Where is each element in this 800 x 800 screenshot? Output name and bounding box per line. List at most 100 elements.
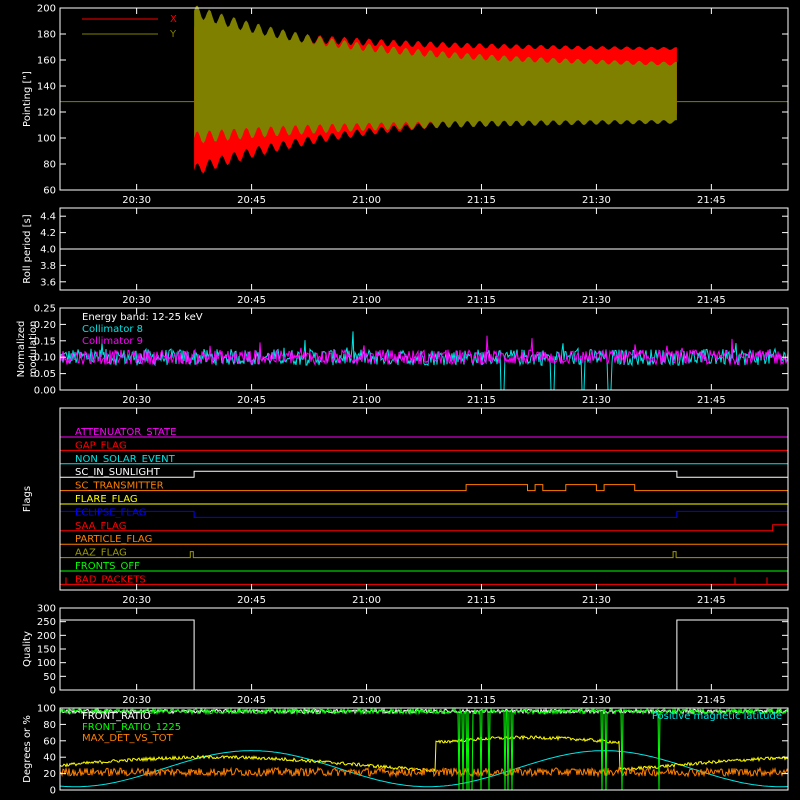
- degrees-panel: 0 20 40 60 80 100 Degrees or % FRONT_RATIOFRONT…: [22, 704, 789, 797]
- pointing-ytick-label: 100: [37, 134, 56, 145]
- flag-label-aaz-flag: AAZ_FLAG: [75, 548, 127, 559]
- modulation-xtick-label: 20:30: [122, 395, 151, 406]
- quality-xtick-label: 21:15: [467, 695, 496, 706]
- rate-curve: [59, 734, 789, 773]
- flag-label-particle-flag: PARTICLE_FLAG: [75, 534, 152, 545]
- pointing-xtick-label: 20:45: [237, 195, 266, 206]
- latitude-curve: [59, 750, 788, 788]
- pointing-xtick-label: 21:45: [697, 195, 726, 206]
- quality-xtick-label: 21:00: [352, 695, 381, 706]
- modulation-ytick-label: 0.15: [34, 336, 56, 347]
- flags-xtick-label: 20:30: [122, 595, 151, 606]
- modulation-ytick-label: 0.05: [34, 369, 56, 380]
- quality-ytick-label: 100: [37, 658, 56, 669]
- flag-label-eclipse-flag: ECLIPSE_FLAG: [75, 507, 146, 518]
- degrees-ytick-label: 0: [50, 786, 56, 797]
- modulation-ytick-label: 0.25: [34, 304, 56, 315]
- legend-magnetic-latitude: Positive magnetic latitude: [652, 711, 782, 722]
- flag-label-attenuator-state: ATTENUATOR_STATE: [75, 427, 176, 438]
- roll-ylabel: Roll period [s]: [22, 214, 33, 283]
- flag-label-gap-flag: GAP_FLAG: [75, 440, 127, 451]
- flag-line-aaz-flag: [60, 551, 788, 559]
- collimator-8-line: [59, 331, 789, 391]
- flag-label-flare-flag: FLARE_FLAG: [75, 494, 138, 505]
- roll-ytick-label: 3.8: [40, 261, 56, 272]
- flag-label-bad-packets: BAD_PACKETS: [75, 574, 146, 585]
- degrees-ytick-label: 20: [43, 769, 56, 780]
- quality-ytick-label: 250: [37, 617, 56, 628]
- pointing-ylabel: Pointing ["]: [22, 71, 33, 127]
- quality-ytick-label: 200: [37, 631, 56, 642]
- pointing-xtick-label: 21:30: [582, 195, 611, 206]
- modulation-frame: [59, 307, 789, 391]
- pointing-xtick-label: 21:15: [467, 195, 496, 206]
- modulation-ytick-label: 0.10: [34, 353, 56, 364]
- legend-max-det-vs-tot: MAX_DET_VS_TOT: [82, 733, 174, 744]
- modulation-xtick-label: 20:45: [237, 395, 266, 406]
- degrees-ytick-label: 80: [43, 720, 56, 731]
- collimator-9-line: [59, 335, 789, 367]
- max-det-vs-tot-line: [59, 766, 789, 778]
- pointing-ytick-label: 60: [43, 186, 56, 197]
- pointing-ytick-label: 140: [37, 82, 56, 93]
- pointing-xtick-label: 20:30: [122, 195, 151, 206]
- modulation-xtick-label: 21:30: [582, 395, 611, 406]
- flag-line-sc-in-sunlight: [60, 470, 788, 478]
- pointing-ytick-label: 80: [43, 160, 56, 171]
- quality-ylabel: Quality: [22, 631, 33, 667]
- legend-y-label: Y: [169, 29, 177, 40]
- pointing-y-band: [194, 5, 677, 144]
- flag-line-saa-flag: [60, 524, 788, 532]
- legend-front-ratio: FRONT_RATIO: [82, 711, 151, 722]
- flag-label-fronts-off: FRONTS_OFF: [75, 561, 140, 572]
- degrees-ytick-label: 60: [43, 736, 56, 747]
- quality-xtick-label: 20:30: [122, 695, 151, 706]
- quality-panel: 0 50 100 150 200 250 300 20:30 20:45 21:00 21:15 21…: [22, 604, 789, 706]
- modulation-panel: 0.00 0.05 0.10 0.15 0.20 0.25 20:30 20:45 21:00 2…: [16, 304, 789, 406]
- pointing-ytick-label: 180: [37, 30, 56, 41]
- roll-ytick-label: 3.6: [40, 277, 56, 288]
- quality-xtick-label: 21:45: [697, 695, 726, 706]
- quality-ytick-label: 300: [37, 604, 56, 615]
- degrees-ylabel: Degrees or %: [22, 715, 33, 783]
- legend-collimator-9: Collimator 9: [82, 336, 143, 347]
- quality-ytick-label: 0: [50, 686, 56, 697]
- flags-xtick-label: 20:45: [237, 595, 266, 606]
- roll-ytick-label: 4.2: [40, 228, 56, 239]
- flags-ylabel: Flags: [22, 486, 33, 512]
- flags-frame: [59, 407, 789, 591]
- pointing-ytick-label: 120: [37, 108, 56, 119]
- legend-collimator-8: Collimator 8: [82, 324, 143, 335]
- flag-line-sc-transmitter: [60, 484, 788, 492]
- legend-x-label: X: [170, 14, 177, 25]
- degrees-ytick-label: 100: [37, 704, 56, 715]
- flags-xtick-label: 21:00: [352, 595, 381, 606]
- quality-ytick-label: 150: [37, 645, 56, 656]
- roll-period-panel: 3.6 3.8 4.0 4.2 4.4 20:30 20:45 21:00 21:15 21:30…: [22, 207, 789, 306]
- flag-label-non-solar-event: NON_SOLAR_EVENT: [75, 454, 176, 465]
- flag-label-sc-transmitter: SC_TRANSMITTER: [75, 481, 164, 492]
- quality-ytick-label: 50: [43, 672, 56, 683]
- degrees-ytick-label: 40: [43, 753, 56, 764]
- pointing-panel: 60 80 100 120 140 160 180 200 20:30 20:45 21:00 21:…: [22, 4, 789, 206]
- roll-ytick-label: 4.0: [40, 245, 56, 256]
- roll-xtick-label: 21:15: [467, 295, 496, 306]
- flags-xtick-label: 21:45: [697, 595, 726, 606]
- legend-front-ratio-1225: FRONT_RATIO_1225: [82, 722, 181, 733]
- roll-xtick-label: 21:30: [582, 295, 611, 306]
- pointing-xtick-label: 21:00: [352, 195, 381, 206]
- modulation-xtick-label: 21:00: [352, 395, 381, 406]
- front-ratio-1225-line: [59, 707, 789, 791]
- pointing-frame: [59, 7, 789, 191]
- quality-xtick-label: 20:45: [237, 695, 266, 706]
- flags-xtick-label: 21:15: [467, 595, 496, 606]
- roll-xtick-label: 20:30: [122, 295, 151, 306]
- flag-line-eclipse-flag: [60, 510, 788, 518]
- modulation-ytick-label: 0.20: [34, 320, 56, 331]
- modulation-ylabel-line2: modulation: [28, 321, 39, 378]
- modulation-xtick-label: 21:45: [697, 395, 726, 406]
- pointing-ytick-label: 160: [37, 56, 56, 67]
- quality-xtick-label: 21:30: [582, 695, 611, 706]
- modulation-xtick-label: 21:15: [467, 395, 496, 406]
